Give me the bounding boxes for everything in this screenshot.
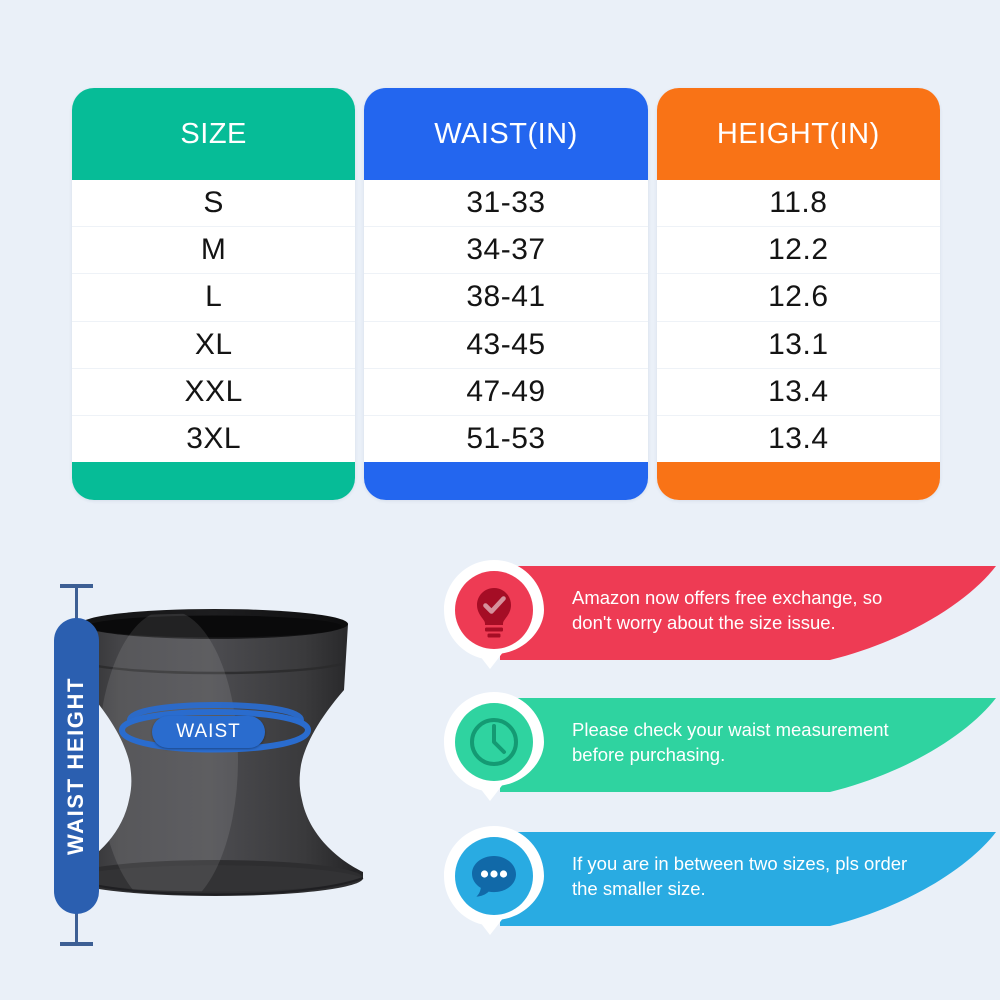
product-illustration: WAIST HEIGHT [18, 560, 418, 980]
callout-banner: Please check your waist measurement befo… [440, 688, 996, 806]
ribbon-shape [500, 566, 996, 660]
column-body-waist: 31-33 34-37 38-41 43-45 47-49 51-53 [364, 180, 648, 463]
icon-bubble [444, 692, 544, 801]
size-column-waist: WAIST(IN) 31-33 34-37 38-41 43-45 47-49 51-53 [364, 88, 648, 500]
waist-height-pill: WAIST HEIGHT [54, 618, 99, 914]
icon-bubble [444, 826, 544, 935]
table-cell: 11.8 [656, 180, 940, 228]
icon-bubble [444, 560, 544, 669]
waist-height-gauge: WAIST HEIGHT [48, 584, 104, 946]
waist-height-label: WAIST HEIGHT [63, 676, 89, 856]
callout-banner: Amazon now offers free exchange, so don'… [440, 556, 996, 674]
table-cell: 34-37 [364, 227, 648, 275]
table-cell: XXL [72, 368, 356, 416]
table-cell: 43-45 [364, 321, 648, 369]
waist-label: WAIST [176, 721, 241, 742]
column-body-size: S M L XL XXL 3XL [72, 180, 356, 463]
table-cell: 47-49 [364, 368, 648, 416]
ribbon-shape [500, 832, 996, 926]
table-cell: 51-53 [364, 415, 648, 463]
column-footer-waist [364, 462, 648, 500]
column-footer-height [656, 462, 940, 500]
size-chart-table: SIZE S M L XL XXL 3XL WAIST(IN) 31-33 34-37 38-41 4… [72, 88, 940, 500]
table-cell: 31-33 [364, 180, 648, 228]
clock-icon [470, 718, 518, 766]
gauge-cap-top [60, 584, 93, 588]
column-body-height: 11.8 12.2 12.6 13.1 13.4 13.4 [656, 180, 940, 463]
table-cell: S [72, 180, 356, 228]
waist-measure-pill: WAIST [152, 716, 265, 748]
column-header-waist: WAIST(IN) [364, 88, 648, 180]
callout-text: Please check your waist measurement befo… [572, 719, 889, 765]
chat-bubble-dots-icon [472, 856, 516, 897]
table-cell: L [72, 274, 356, 322]
table-cell: 13.1 [656, 321, 940, 369]
callout-list: Amazon now offers free exchange, so don'… [440, 556, 996, 976]
table-cell: 3XL [72, 415, 356, 463]
column-header-height: HEIGHT(IN) [656, 88, 940, 180]
column-footer-size [72, 462, 356, 500]
ribbon-shape [500, 698, 996, 792]
column-header-size: SIZE [72, 88, 356, 180]
table-cell: XL [72, 321, 356, 369]
lightbulb-check-icon [477, 588, 511, 638]
callout-banner: If you are in between two sizes, pls ord… [440, 822, 996, 940]
table-cell: 13.4 [656, 415, 940, 463]
table-cell: 13.4 [656, 368, 940, 416]
gauge-cap-bottom [60, 942, 93, 946]
size-column-size: SIZE S M L XL XXL 3XL [72, 88, 356, 500]
table-cell: 12.2 [656, 227, 940, 275]
callout-text: If you are in between two sizes, pls ord… [572, 853, 908, 899]
size-column-height: HEIGHT(IN) 11.8 12.2 12.6 13.1 13.4 13.4 [656, 88, 940, 500]
callout-text: Amazon now offers free exchange, so don'… [572, 587, 883, 633]
table-cell: 38-41 [364, 274, 648, 322]
table-cell: 12.6 [656, 274, 940, 322]
waist-trainer-belt-graphic [67, 609, 364, 896]
table-cell: M [72, 227, 356, 275]
